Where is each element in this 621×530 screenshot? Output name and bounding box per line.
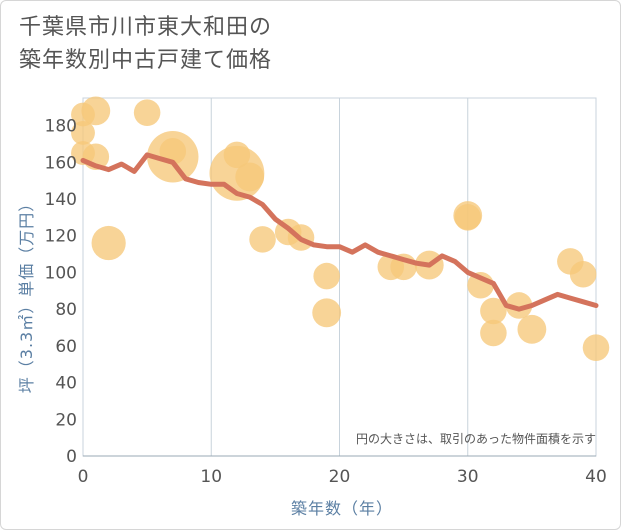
- y-tick-label: 40: [55, 374, 77, 394]
- bubble-point: [235, 162, 265, 192]
- bubble-point: [517, 314, 547, 344]
- bubble-point: [582, 334, 610, 361]
- bubble-point: [81, 96, 111, 126]
- bubble-point: [91, 225, 126, 261]
- bubble-point: [569, 260, 597, 288]
- x-tick-label: 0: [78, 467, 89, 487]
- tick-labels: 0 20 40 60 80 100 120 140 160 180 0 10 20 30 40: [45, 117, 607, 487]
- chart-title-line2: 築年数別中古戸建て価格: [19, 48, 273, 73]
- y-tick-label: 60: [55, 337, 77, 357]
- bubble-point: [133, 99, 161, 126]
- grid-lines: [82, 97, 597, 457]
- y-tick-label: 0: [66, 447, 77, 467]
- y-axis-label: 坪（3.3㎡）単価（万円）: [17, 195, 36, 393]
- bubble-point: [71, 120, 95, 145]
- x-tick-label: 10: [200, 467, 222, 487]
- y-tick-label: 120: [45, 227, 77, 247]
- bubble-point: [454, 204, 482, 231]
- size-note: 円の大きさは、取引のあった物件面積を示す: [356, 431, 596, 446]
- bubble-point: [480, 319, 507, 347]
- x-tick-label: 40: [585, 467, 607, 487]
- y-tick-label: 100: [45, 263, 77, 283]
- bubble-point: [480, 297, 507, 325]
- y-tick-label: 160: [45, 153, 77, 173]
- y-tick-label: 20: [55, 410, 77, 430]
- average-line: [80, 152, 599, 312]
- bubble-point: [249, 226, 276, 253]
- bubble-point: [505, 292, 533, 319]
- bubbles: [71, 96, 610, 361]
- y-tick-label: 140: [45, 190, 77, 210]
- y-tick-label: 180: [45, 117, 77, 137]
- chart-title: 千葉県市川市東大和田の 築年数別中古戸建て価格: [19, 11, 272, 77]
- chart-title-line1: 千葉県市川市東大和田の: [19, 15, 273, 40]
- x-axis-label: 築年数（年）: [291, 499, 393, 518]
- y-tick-label: 80: [55, 300, 77, 320]
- x-tick-label: 30: [457, 467, 479, 487]
- bubble-point: [313, 262, 340, 290]
- x-tick-label: 20: [329, 467, 351, 487]
- bubble-point: [312, 298, 342, 328]
